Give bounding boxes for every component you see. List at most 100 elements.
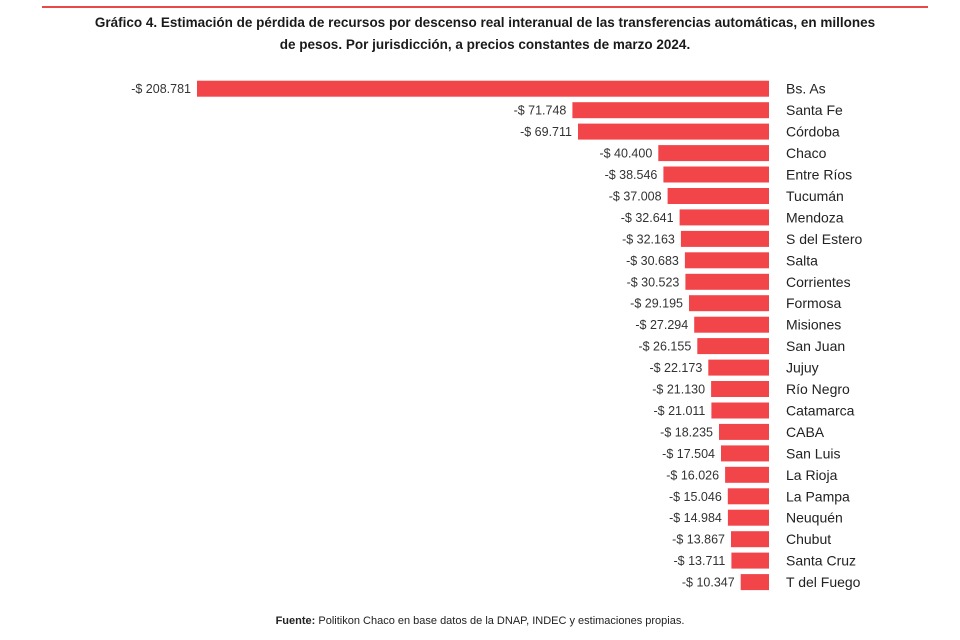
bar-group: -$ 30.523 Corrientes (627, 273, 851, 290)
bar-group: -$ 17.504 San Luis (662, 445, 840, 462)
bar-group: -$ 10.347 T del Fuego (682, 574, 861, 591)
bar (725, 466, 769, 483)
bar (572, 102, 769, 119)
bar (727, 509, 769, 526)
bar (667, 188, 769, 204)
bar-group: -$ 37.008 Tucumán (609, 188, 844, 204)
value-label: -$ 14.984 (669, 511, 722, 525)
bar (684, 252, 769, 269)
value-label: -$ 32.641 (621, 211, 674, 225)
bar-group: -$ 18.235 CABA (660, 423, 825, 440)
value-label: -$ 208.781 (131, 82, 191, 96)
bar-group: -$ 22.173 Jujuy (649, 359, 819, 376)
value-label: -$ 32.163 (622, 232, 675, 246)
value-label: -$ 16.026 (666, 468, 719, 482)
bar (711, 402, 769, 419)
category-label: La Rioja (786, 467, 838, 483)
bar (694, 316, 769, 333)
bar (727, 488, 769, 505)
source-label: Fuente: (275, 615, 316, 627)
value-label: -$ 30.523 (627, 275, 680, 289)
bar (731, 531, 769, 548)
bar-group: -$ 29.195 Formosa (630, 295, 841, 312)
category-label: T del Fuego (786, 574, 861, 590)
category-label: San Luis (786, 445, 840, 461)
bar (680, 230, 769, 247)
category-label: Neuquén (786, 510, 843, 526)
category-label: Formosa (786, 295, 841, 311)
category-label: Santa Cruz (786, 553, 856, 569)
bar (578, 123, 769, 140)
bar (685, 273, 769, 290)
bar-group: -$ 21.130 Río Negro (652, 381, 850, 397)
bar-group: -$ 71.748 Santa Fe (514, 102, 843, 119)
category-label: Entre Ríos (786, 167, 852, 183)
source-text: Politikon Chaco en base datos de la DNAP… (318, 615, 685, 627)
category-label: Tucumán (786, 188, 844, 204)
category-label: La Pampa (786, 488, 850, 504)
source-note: Fuente: Politikon Chaco en base datos de… (0, 615, 960, 627)
value-label: -$ 71.748 (514, 104, 567, 118)
value-label: -$ 22.173 (649, 361, 702, 375)
value-label: -$ 13.867 (672, 533, 725, 547)
category-label: Santa Fe (786, 102, 843, 118)
value-label: -$ 13.711 (673, 554, 725, 568)
value-label: -$ 69.711 (520, 125, 572, 139)
category-label: Bs. As (786, 81, 826, 97)
category-label: Jujuy (786, 360, 819, 376)
bar-group: -$ 21.011 Catamarca (653, 402, 855, 419)
bar (721, 445, 769, 462)
category-label: Misiones (786, 317, 841, 333)
bar (697, 338, 769, 355)
bar-group: -$ 15.046 La Pampa (669, 488, 850, 505)
value-label: -$ 15.046 (669, 490, 722, 504)
value-label: -$ 10.347 (682, 576, 735, 590)
bar (711, 381, 769, 397)
bar (708, 359, 769, 376)
bar (679, 209, 769, 226)
bar-group: -$ 32.163 S del Estero (622, 230, 862, 247)
value-label: -$ 21.011 (653, 404, 705, 418)
bar-group: -$ 32.641 Mendoza (621, 209, 844, 226)
category-label: Río Negro (786, 381, 850, 397)
bar-group: -$ 69.711 Córdoba (520, 123, 840, 140)
bar-group: -$ 38.546 Entre Ríos (605, 166, 852, 183)
value-label: -$ 40.400 (599, 147, 652, 161)
bar-group: -$ 26.155 San Juan (638, 338, 845, 355)
category-label: S del Estero (786, 231, 862, 247)
bar (740, 574, 769, 591)
value-label: -$ 17.504 (662, 447, 715, 461)
bar-group: -$ 14.984 Neuquén (669, 509, 843, 526)
bar (658, 145, 769, 162)
category-label: Salta (786, 252, 818, 268)
value-label: -$ 30.683 (626, 254, 679, 268)
bar (719, 423, 769, 440)
category-label: San Juan (786, 338, 845, 354)
bar-group: -$ 30.683 Salta (626, 252, 818, 269)
category-label: Catamarca (786, 403, 855, 419)
category-label: Chubut (786, 531, 831, 547)
chart-title-line2: de pesos. Por jurisdicción, a precios co… (279, 37, 691, 52)
bar-group: -$ 40.400 Chaco (599, 145, 827, 162)
chart-title-line1: Gráfico 4. Estimación de pérdida de recu… (94, 15, 876, 30)
value-label: -$ 26.155 (638, 340, 691, 354)
category-label: CABA (786, 424, 825, 440)
bar (197, 80, 769, 97)
category-label: Mendoza (786, 209, 844, 225)
top-rule (42, 6, 928, 8)
category-label: Corrientes (786, 274, 851, 290)
bar (689, 295, 769, 312)
bar-group: -$ 208.781 Bs. As (131, 80, 826, 97)
category-label: Córdoba (786, 124, 840, 140)
value-label: -$ 37.008 (609, 190, 662, 204)
bar-group: -$ 13.867 Chubut (672, 531, 831, 548)
value-label: -$ 18.235 (660, 425, 713, 439)
value-label: -$ 21.130 (652, 383, 705, 397)
category-label: Chaco (786, 145, 827, 161)
bar-group: -$ 13.711 Santa Cruz (673, 552, 856, 569)
value-label: -$ 27.294 (635, 318, 688, 332)
chart-title: Gráfico 4. Estimación de pérdida de recu… (40, 12, 930, 56)
value-label: -$ 29.195 (630, 297, 683, 311)
value-label: -$ 38.546 (605, 168, 658, 182)
